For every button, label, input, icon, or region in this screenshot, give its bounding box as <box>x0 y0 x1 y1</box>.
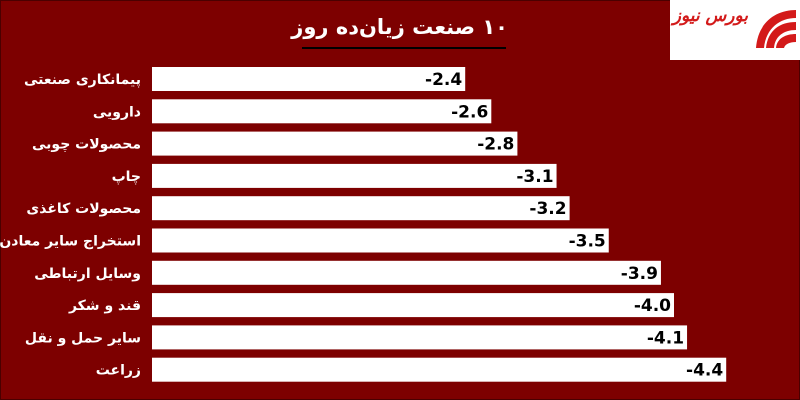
category-label-1: پیمانکاری صنعتی <box>24 72 141 88</box>
category-label-3: محصولات چوبی <box>32 137 141 153</box>
value-label-1: -2.4 <box>425 70 462 90</box>
bar-3 <box>152 131 518 156</box>
value-label-8: -4.0 <box>634 296 671 316</box>
bar-8 <box>152 293 674 318</box>
bar-1 <box>152 67 466 91</box>
category-label-5: محصولات کاغذی <box>26 201 141 217</box>
brand-logo-text: بورس نیوز <box>672 6 748 26</box>
category-label-4: چاپ <box>112 169 141 185</box>
chart-title-block: ۱۰ صنعت زیان‌ده روز <box>291 12 508 49</box>
value-label-10: -4.4 <box>686 361 723 381</box>
category-label-6: استخراج سایر معادن <box>0 234 141 250</box>
bar-2 <box>152 99 492 124</box>
category-label-9: سایر حمل و نقل <box>25 330 141 346</box>
brand-logo-icon <box>756 10 796 48</box>
bar-9 <box>152 325 688 350</box>
category-label-8: قند و شکر <box>68 298 141 314</box>
value-label-5: -3.2 <box>529 199 566 219</box>
bar-5 <box>152 196 570 221</box>
value-label-7: -3.9 <box>621 264 658 284</box>
category-label-7: وسایل ارتباطی <box>34 266 141 282</box>
value-label-6: -3.5 <box>569 232 606 252</box>
value-label-4: -3.1 <box>516 167 553 187</box>
bar-6 <box>152 228 609 253</box>
title-underline <box>302 47 506 49</box>
bar-10 <box>152 357 727 382</box>
value-label-2: -2.6 <box>451 102 488 122</box>
brand-logo: بورس نیوز <box>670 0 800 60</box>
value-label-9: -4.1 <box>647 328 684 348</box>
bar-7 <box>152 260 661 285</box>
value-label-3: -2.8 <box>477 135 514 155</box>
bar-4 <box>152 163 557 188</box>
chart-title: ۱۰ صنعت زیان‌ده روز <box>291 15 508 39</box>
category-label-10: زراعت <box>96 363 141 379</box>
category-label-2: دارویی <box>93 104 141 120</box>
